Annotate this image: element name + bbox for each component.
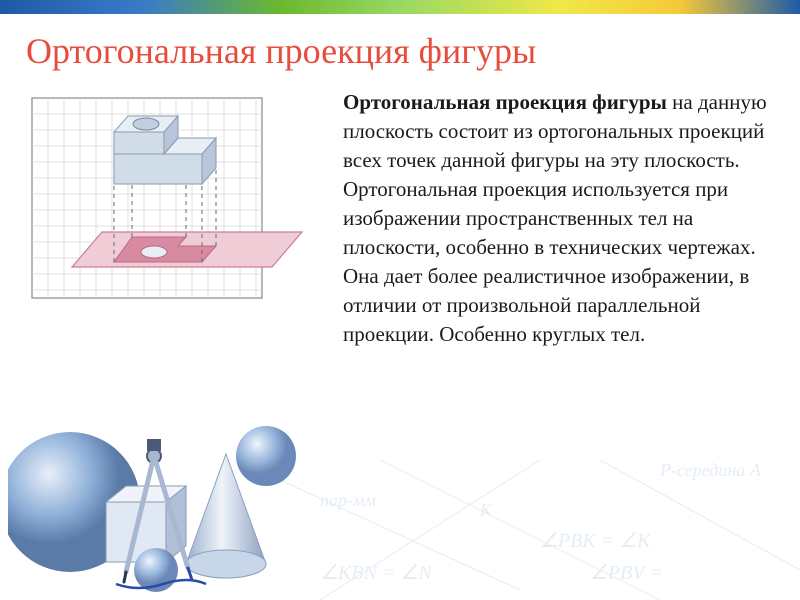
body-rest: на данную плоскость состоит из ортогонал… [343, 90, 767, 346]
top-stripe [0, 0, 800, 14]
math-background: P-середина A пар-мм ∠PBK = ∠K ∠KBN = ∠N … [280, 460, 800, 600]
body-text: Ортогональная проекция фигуры на данную … [343, 88, 778, 349]
bottom-shapes [8, 384, 308, 594]
page-title: Ортогональная проекция фигуры [26, 30, 536, 72]
projection-illustration [26, 92, 326, 322]
body-lead: Ортогональная проекция фигуры [343, 90, 667, 114]
